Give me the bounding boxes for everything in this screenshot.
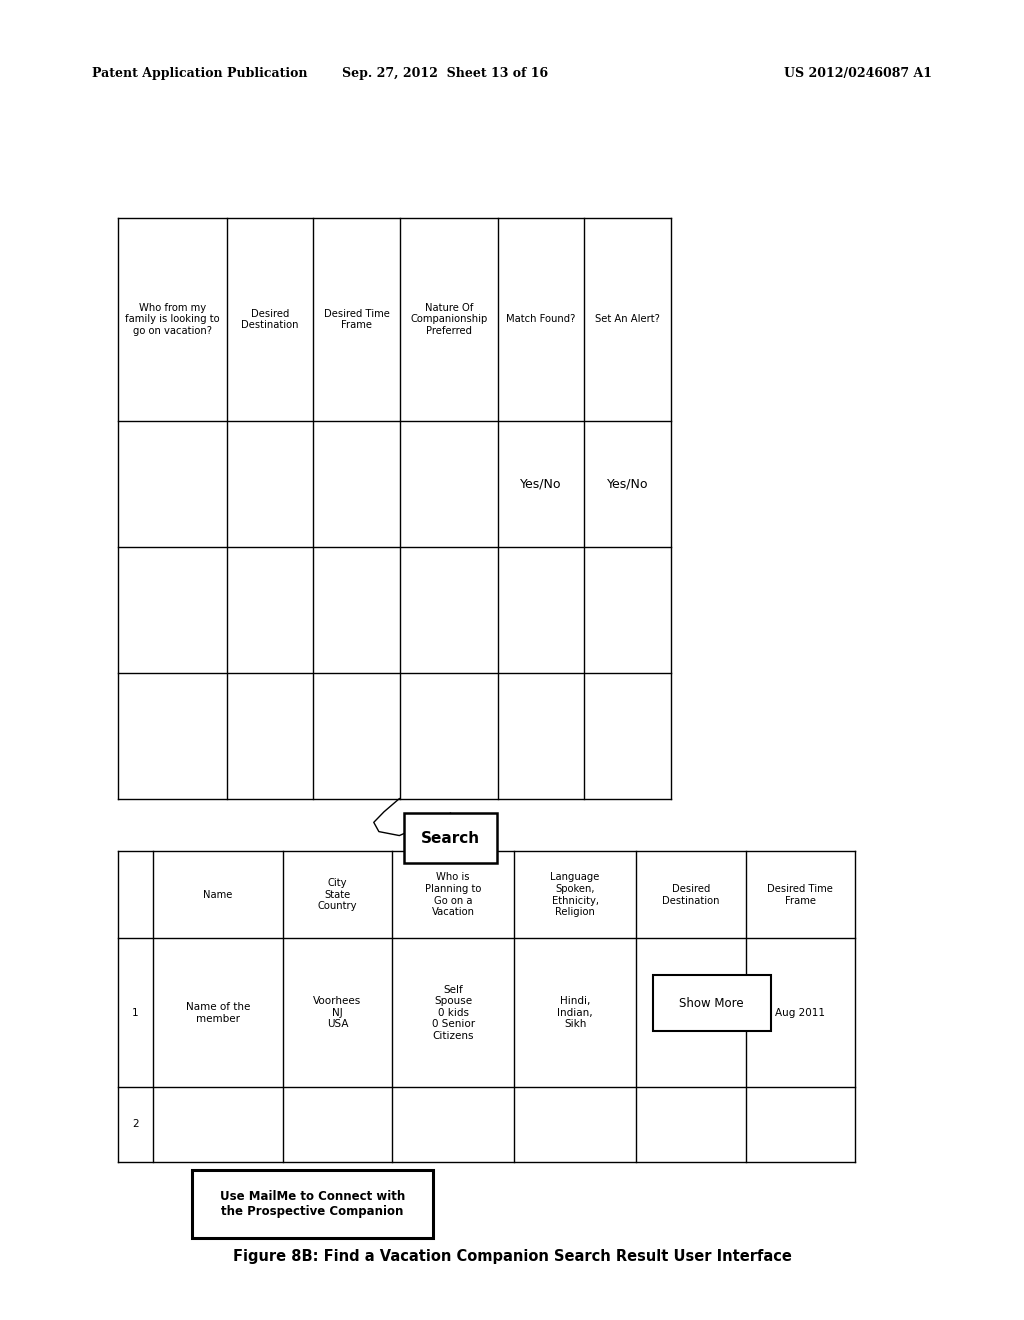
Text: 1: 1: [132, 1007, 139, 1018]
Text: Search: Search: [421, 830, 480, 846]
Text: City
State
Country: City State Country: [317, 878, 357, 911]
FancyBboxPatch shape: [653, 975, 770, 1031]
Text: Aug 2011: Aug 2011: [775, 1007, 825, 1018]
Text: Yes/No: Yes/No: [520, 478, 561, 490]
FancyBboxPatch shape: [193, 1170, 432, 1238]
Text: Voorhees
NJ
USA: Voorhees NJ USA: [313, 997, 361, 1030]
Text: Sep. 27, 2012  Sheet 13 of 16: Sep. 27, 2012 Sheet 13 of 16: [342, 67, 549, 81]
Text: Hindi,
Indian,
Sikh: Hindi, Indian, Sikh: [557, 997, 593, 1030]
Text: Patent Application Publication: Patent Application Publication: [92, 67, 307, 81]
Text: Self
Spouse
0 kids
0 Senior
Citizens: Self Spouse 0 kids 0 Senior Citizens: [431, 985, 475, 1041]
Text: Italy: Italy: [680, 1007, 702, 1018]
Text: Nature Of
Companionship
Preferred: Nature Of Companionship Preferred: [410, 302, 487, 335]
Text: Language
Spoken,
Ethnicity,
Religion: Language Spoken, Ethnicity, Religion: [551, 873, 600, 917]
Text: Name of the
member: Name of the member: [185, 1002, 250, 1023]
Text: Who from my
family is looking to
go on vacation?: Who from my family is looking to go on v…: [125, 302, 219, 335]
Text: US 2012/0246087 A1: US 2012/0246087 A1: [783, 67, 932, 81]
Text: Who is
Planning to
Go on a
Vacation: Who is Planning to Go on a Vacation: [425, 873, 481, 917]
Text: Yes/No: Yes/No: [606, 478, 648, 490]
Text: Figure 8B: Find a Vacation Companion Search Result User Interface: Figure 8B: Find a Vacation Companion Sea…: [232, 1249, 792, 1265]
Text: Show More: Show More: [679, 997, 744, 1010]
Text: Desired Time
Frame: Desired Time Frame: [767, 884, 834, 906]
Text: Desired Time
Frame: Desired Time Frame: [324, 309, 389, 330]
Text: Set An Alert?: Set An Alert?: [595, 314, 659, 325]
FancyBboxPatch shape: [404, 813, 497, 863]
Text: Desired
Destination: Desired Destination: [242, 309, 299, 330]
Text: Use MailMe to Connect with
the Prospective Companion: Use MailMe to Connect with the Prospecti…: [220, 1189, 404, 1218]
Text: Desired
Destination: Desired Destination: [663, 884, 720, 906]
Text: Match Found?: Match Found?: [506, 314, 575, 325]
Text: 2: 2: [132, 1119, 139, 1130]
Text: Name: Name: [204, 890, 232, 900]
